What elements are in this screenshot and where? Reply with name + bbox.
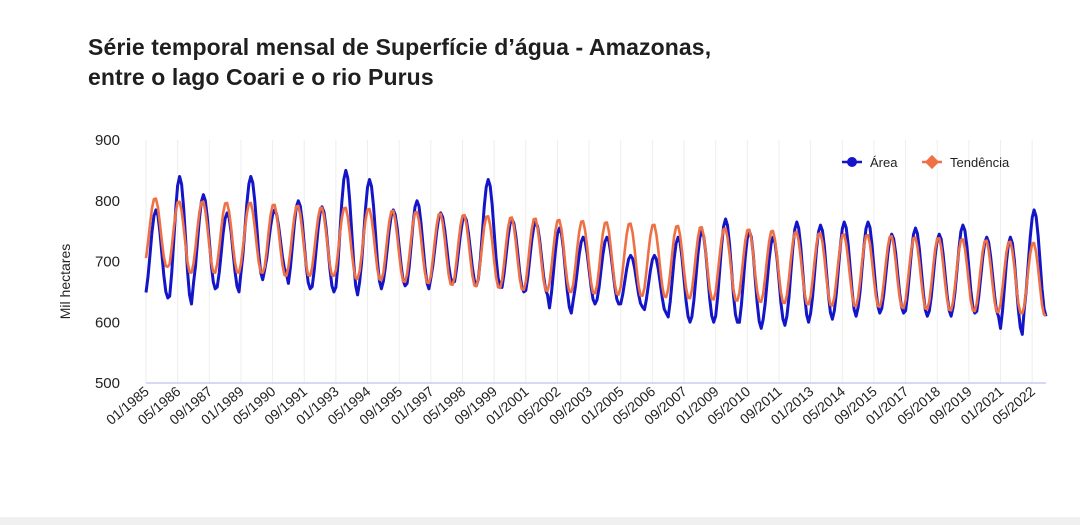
y-tick-label: 600 <box>95 314 120 331</box>
chart-title-line-2: entre o lago Coari e o rio Purus <box>88 64 434 90</box>
bottom-bar <box>0 517 1080 525</box>
chart-title: Série temporal mensal de Superfície d’ág… <box>88 32 711 92</box>
y-tick-label: 800 <box>95 193 120 210</box>
legend-label: Tendência <box>950 155 1010 170</box>
series-line-trend <box>144 197 1047 317</box>
y-tick-label: 700 <box>95 254 120 271</box>
legend-marker-diamond <box>924 154 940 170</box>
y-tick-label: 500 <box>95 375 120 392</box>
y-axis-label: Mil hectares <box>57 244 73 319</box>
chart-title-line-1: Série temporal mensal de Superfície d’ág… <box>88 34 712 60</box>
legend-marker-circle <box>847 157 857 167</box>
legend-label: Área <box>870 155 898 170</box>
y-tick-label: 900 <box>95 132 120 149</box>
